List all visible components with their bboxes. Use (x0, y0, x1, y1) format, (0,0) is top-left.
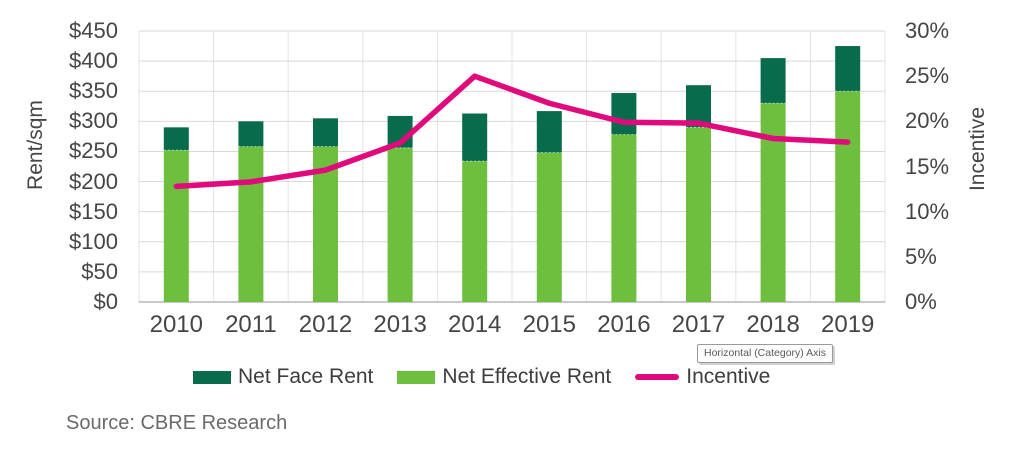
bar-net-effective-rent[interactable] (387, 147, 413, 302)
legend-label-net-face-rent: Net Face Rent (238, 365, 374, 388)
left-axis-tick[interactable]: $0 (93, 289, 118, 314)
left-axis-tick[interactable]: $200 (69, 168, 118, 194)
x-axis-label[interactable]: 2019 (820, 311, 875, 338)
right-axis-tick[interactable]: 10% (905, 198, 950, 224)
net-face-rent-swatch-icon (193, 370, 231, 384)
left-axis-tick[interactable]: $300 (69, 108, 118, 134)
incentive-line[interactable] (173, 73, 851, 190)
left-axis-title[interactable]: Rent/sqm (24, 100, 47, 190)
legend-label-net-effective-rent: Net Effective Rent (442, 365, 612, 388)
left-axis-tick[interactable]: $100 (69, 228, 118, 254)
bar-net-effective-rent[interactable] (536, 152, 562, 302)
legend-item-incentive[interactable]: Incentive (635, 365, 770, 389)
x-axis-label[interactable]: 2014 (447, 311, 502, 338)
x-axis-label[interactable]: 2015 (522, 311, 576, 338)
legend-item-net-face-rent[interactable]: Net Face Rent (193, 365, 373, 389)
bar-net-face-rent[interactable] (462, 113, 488, 162)
bar-net-effective-rent[interactable] (163, 150, 189, 302)
right-axis-tick[interactable]: 15% (905, 153, 950, 179)
left-axis-tick[interactable]: $450 (69, 18, 118, 43)
net-effective-rent-swatch-icon (397, 370, 436, 384)
x-axis-label[interactable]: 2013 (373, 311, 427, 338)
legend-label-incentive: Incentive (686, 365, 771, 388)
incentive-line-swatch-icon (635, 374, 680, 380)
bar-net-face-rent[interactable] (536, 111, 562, 153)
bar-net-effective-rent[interactable] (760, 103, 786, 303)
x-axis-label[interactable]: 2010 (149, 311, 203, 338)
right-axis-title[interactable]: Incentive (966, 106, 989, 192)
source-note: Source: CBRE Research (66, 412, 288, 434)
right-axis-tick[interactable]: 0% (905, 289, 937, 314)
bar-net-face-rent[interactable] (835, 46, 861, 92)
right-axis-tick[interactable]: 30% (905, 18, 950, 43)
bar-net-effective-rent[interactable] (835, 91, 861, 302)
bar-net-face-rent[interactable] (163, 127, 189, 151)
right-axis-tick[interactable]: 20% (905, 108, 950, 134)
x-axis-label[interactable]: 2011 (225, 311, 277, 338)
x-axis-label[interactable]: 2018 (746, 311, 800, 338)
bar-net-face-rent[interactable] (760, 58, 786, 104)
left-axis-tick[interactable]: $400 (69, 48, 118, 74)
x-axis-label[interactable]: 2012 (298, 311, 353, 338)
left-axis-tick[interactable]: $350 (69, 78, 118, 104)
legend: Net Face Rent Net Effective Rent Incenti… (193, 364, 770, 390)
x-axis-label[interactable]: 2016 (597, 311, 651, 338)
left-axis-tick[interactable]: $250 (69, 138, 118, 164)
left-axis-tick[interactable]: $50 (81, 258, 118, 284)
bar-net-face-rent[interactable] (238, 121, 264, 147)
left-axis-tick[interactable]: $150 (69, 198, 118, 224)
legend-item-net-effective-rent[interactable]: Net Effective Rent (397, 365, 611, 389)
right-axis-tick[interactable]: 5% (905, 243, 937, 269)
right-axis-tick[interactable]: 25% (905, 63, 950, 89)
bar-net-effective-rent[interactable] (238, 146, 264, 302)
x-axis-label[interactable]: 2017 (671, 311, 726, 338)
bar-net-face-rent[interactable] (611, 93, 637, 135)
bar-net-effective-rent[interactable] (611, 134, 637, 302)
bar-net-face-rent[interactable] (313, 118, 338, 147)
bar-net-effective-rent[interactable] (686, 127, 711, 302)
bar-net-effective-rent[interactable] (462, 161, 488, 302)
axis-tooltip: Horizontal (Category) Axis (697, 344, 833, 363)
